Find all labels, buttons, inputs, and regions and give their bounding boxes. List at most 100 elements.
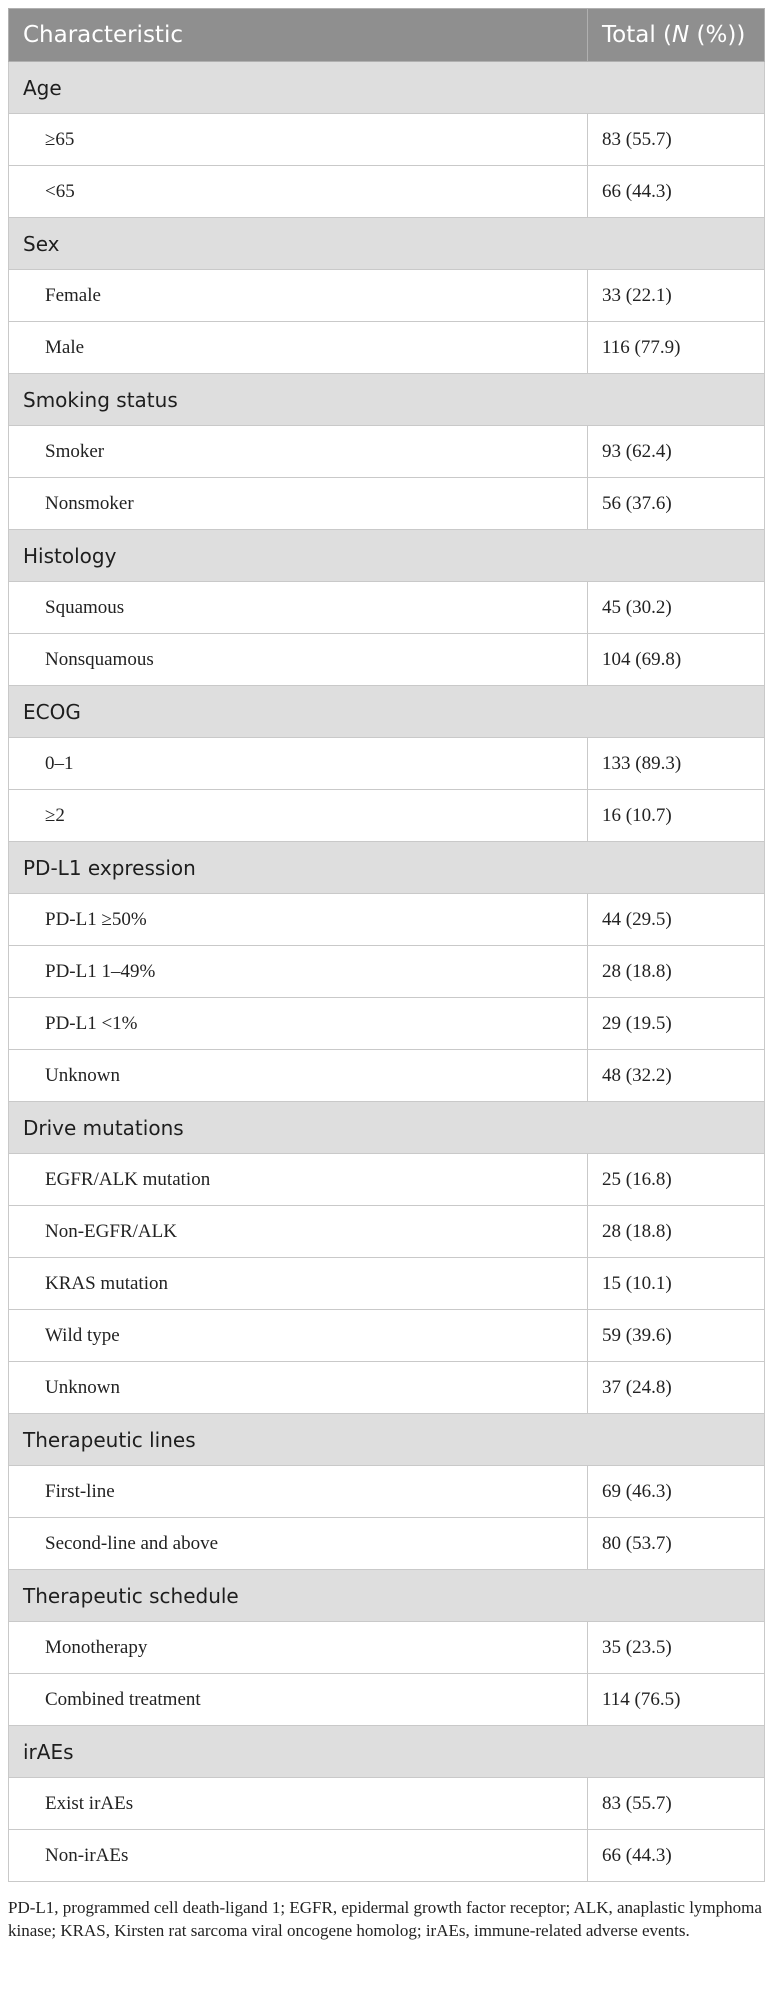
table-row: Combined treatment 114 (76.5) xyxy=(8,1673,765,1726)
row-label: Non-irAEs xyxy=(8,1829,588,1882)
row-value: 15 (10.1) xyxy=(587,1257,765,1310)
header-total-prefix: Total ( xyxy=(602,22,672,48)
table-row: Second-line and above 80 (53.7) xyxy=(8,1517,765,1570)
table-row: Female 33 (22.1) xyxy=(8,269,765,322)
row-label: Second-line and above xyxy=(8,1517,588,1570)
section-row: Drive mutations xyxy=(8,1101,765,1154)
row-label: Female xyxy=(8,269,588,322)
row-label: ≥2 xyxy=(8,789,588,842)
section-title: Histology xyxy=(8,529,765,582)
header-total: Total (N (%)) xyxy=(587,8,765,62)
row-value: 59 (39.6) xyxy=(587,1309,765,1362)
row-value: 44 (29.5) xyxy=(587,893,765,946)
row-label: Smoker xyxy=(8,425,588,478)
header-characteristic: Characteristic xyxy=(8,8,588,62)
row-value: 93 (62.4) xyxy=(587,425,765,478)
row-label: Nonsquamous xyxy=(8,633,588,686)
row-value: 48 (32.2) xyxy=(587,1049,765,1102)
row-label: PD-L1 1–49% xyxy=(8,945,588,998)
row-label: Exist irAEs xyxy=(8,1777,588,1830)
table-row: Nonsmoker 56 (37.6) xyxy=(8,477,765,530)
section-title: Therapeutic schedule xyxy=(8,1569,765,1622)
table-row: EGFR/ALK mutation 25 (16.8) xyxy=(8,1153,765,1206)
row-value: 29 (19.5) xyxy=(587,997,765,1050)
table-row: Unknown 37 (24.8) xyxy=(8,1361,765,1414)
row-value: 83 (55.7) xyxy=(587,1777,765,1830)
header-total-n: N xyxy=(672,22,690,48)
table-row: First-line 69 (46.3) xyxy=(8,1465,765,1518)
row-label: Combined treatment xyxy=(8,1673,588,1726)
table-row: Non-EGFR/ALK 28 (18.8) xyxy=(8,1205,765,1258)
header-total-suffix: (%)) xyxy=(689,22,746,48)
row-value: 25 (16.8) xyxy=(587,1153,765,1206)
row-value: 133 (89.3) xyxy=(587,737,765,790)
table-body: Age ≥65 83 (55.7) <65 66 (44.3) Sex Female 33 (… xyxy=(8,61,765,1882)
row-value: 80 (53.7) xyxy=(587,1517,765,1570)
row-value: 28 (18.8) xyxy=(587,1205,765,1258)
section-title: PD-L1 expression xyxy=(8,841,765,894)
row-label: PD-L1 <1% xyxy=(8,997,588,1050)
table-row: PD-L1 1–49% 28 (18.8) xyxy=(8,945,765,998)
section-row: Therapeutic lines xyxy=(8,1413,765,1466)
section-row: Sex xyxy=(8,217,765,270)
table-row: Male 116 (77.9) xyxy=(8,321,765,374)
row-label: First-line xyxy=(8,1465,588,1518)
row-value: 116 (77.9) xyxy=(587,321,765,374)
table-row: Smoker 93 (62.4) xyxy=(8,425,765,478)
table-row: Non-irAEs 66 (44.3) xyxy=(8,1829,765,1882)
row-label: KRAS mutation xyxy=(8,1257,588,1310)
row-value: 104 (69.8) xyxy=(587,633,765,686)
table-row: KRAS mutation 15 (10.1) xyxy=(8,1257,765,1310)
table-row: ≥2 16 (10.7) xyxy=(8,789,765,842)
table-footnote: PD-L1, programmed cell death-ligand 1; E… xyxy=(8,1898,762,1940)
table-row: <65 66 (44.3) xyxy=(8,165,765,218)
row-label: Wild type xyxy=(8,1309,588,1362)
section-row: Therapeutic schedule xyxy=(8,1569,765,1622)
section-title: ECOG xyxy=(8,685,765,738)
row-value: 69 (46.3) xyxy=(587,1465,765,1518)
row-label: EGFR/ALK mutation xyxy=(8,1153,588,1206)
section-row: PD-L1 expression xyxy=(8,841,765,894)
row-label: <65 xyxy=(8,165,588,218)
row-label: Non-EGFR/ALK xyxy=(8,1205,588,1258)
table-row: Wild type 59 (39.6) xyxy=(8,1309,765,1362)
characteristics-table: Characteristic Total (N (%)) Age ≥65 83 (5… xyxy=(8,8,765,1882)
table-row: 0–1 133 (89.3) xyxy=(8,737,765,790)
row-label: Monotherapy xyxy=(8,1621,588,1674)
section-title: Therapeutic lines xyxy=(8,1413,765,1466)
row-value: 35 (23.5) xyxy=(587,1621,765,1674)
row-label: 0–1 xyxy=(8,737,588,790)
table-header-row: Characteristic Total (N (%)) xyxy=(8,8,765,62)
row-value: 66 (44.3) xyxy=(587,1829,765,1882)
row-value: 45 (30.2) xyxy=(587,581,765,634)
row-label: Unknown xyxy=(8,1049,588,1102)
section-title: Drive mutations xyxy=(8,1101,765,1154)
table-row: Nonsquamous 104 (69.8) xyxy=(8,633,765,686)
table-row: ≥65 83 (55.7) xyxy=(8,113,765,166)
row-value: 28 (18.8) xyxy=(587,945,765,998)
section-row: Age xyxy=(8,61,765,114)
section-row: ECOG xyxy=(8,685,765,738)
row-value: 83 (55.7) xyxy=(587,113,765,166)
row-label: Unknown xyxy=(8,1361,588,1414)
table-row: Unknown 48 (32.2) xyxy=(8,1049,765,1102)
section-title: Smoking status xyxy=(8,373,765,426)
section-title: Age xyxy=(8,61,765,114)
table-row: PD-L1 ≥50% 44 (29.5) xyxy=(8,893,765,946)
row-label: PD-L1 ≥50% xyxy=(8,893,588,946)
row-label: Squamous xyxy=(8,581,588,634)
section-row: Smoking status xyxy=(8,373,765,426)
row-label: Male xyxy=(8,321,588,374)
row-value: 16 (10.7) xyxy=(587,789,765,842)
row-value: 66 (44.3) xyxy=(587,165,765,218)
table-row: Exist irAEs 83 (55.7) xyxy=(8,1777,765,1830)
section-title: irAEs xyxy=(8,1725,765,1778)
section-row: Histology xyxy=(8,529,765,582)
section-row: irAEs xyxy=(8,1725,765,1778)
row-value: 33 (22.1) xyxy=(587,269,765,322)
row-value: 56 (37.6) xyxy=(587,477,765,530)
table-row: Squamous 45 (30.2) xyxy=(8,581,765,634)
table-row: PD-L1 <1% 29 (19.5) xyxy=(8,997,765,1050)
section-title: Sex xyxy=(8,217,765,270)
row-value: 114 (76.5) xyxy=(587,1673,765,1726)
